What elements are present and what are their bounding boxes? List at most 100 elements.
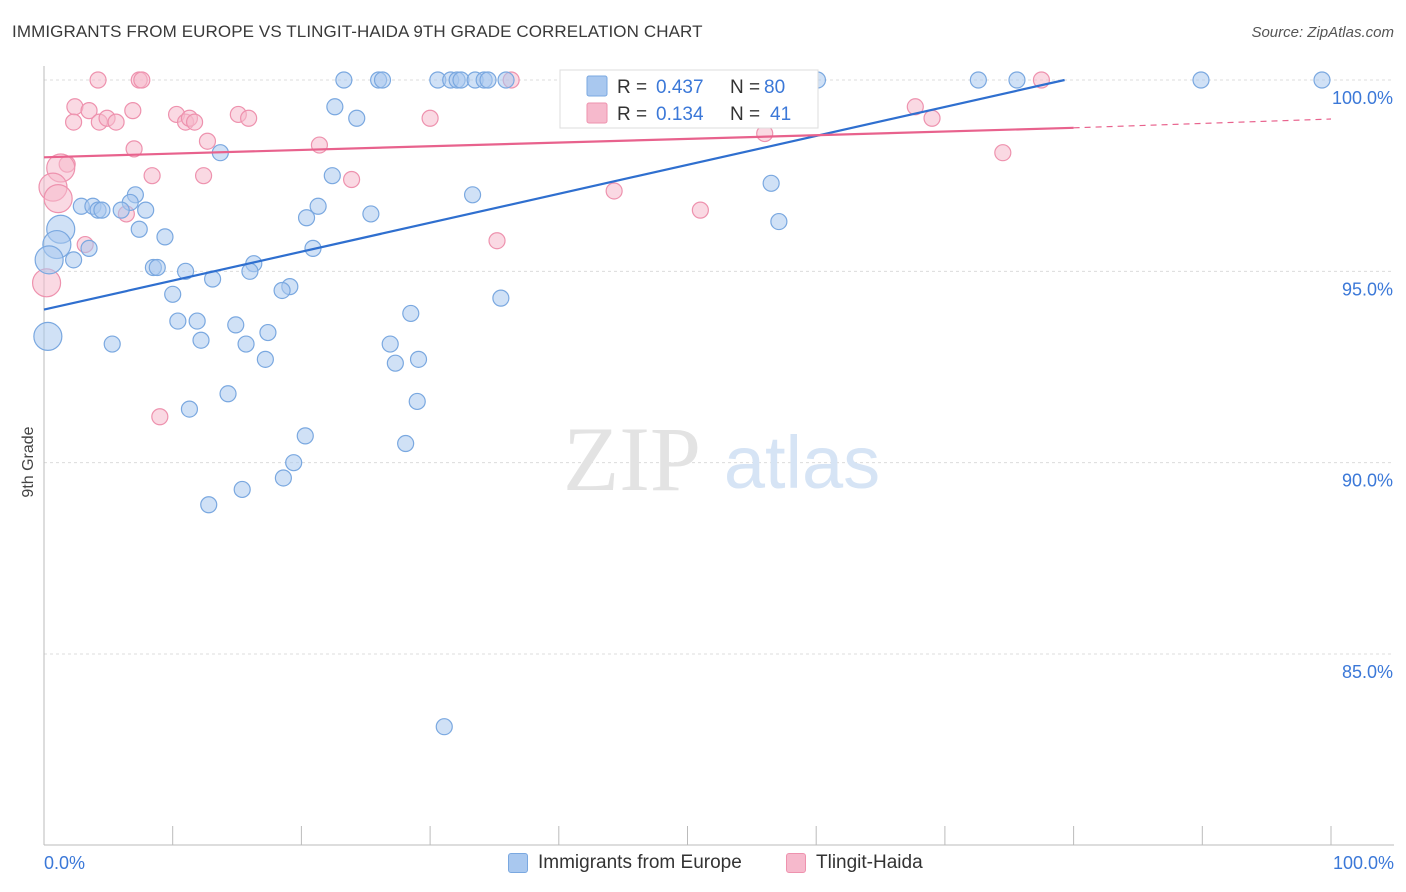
- scatter-point: [164, 285, 182, 303]
- legend-top-n-value-0: 80: [764, 77, 785, 98]
- legend-bottom: Immigrants from Europe Tlingit-Haida: [0, 852, 1406, 878]
- legend-top-r-value-0: 0.437: [656, 77, 704, 98]
- legend-top-swatch-pink: [586, 102, 608, 124]
- watermark-atlas: atlas: [724, 421, 880, 504]
- scatter-point: [259, 323, 277, 342]
- scatter-point: [188, 312, 206, 330]
- scatter-point: [66, 98, 84, 116]
- scatter-point: [335, 71, 353, 89]
- scatter-point: [408, 392, 426, 411]
- scatter-point: [421, 109, 439, 127]
- legend-top-r-value-1: 0.134: [656, 104, 704, 125]
- scatter-point: [323, 167, 341, 185]
- legend-top-n-label-0: N =: [730, 77, 760, 98]
- scatter-point: [488, 232, 506, 250]
- scatter-point: [762, 174, 780, 192]
- scatter-point: [137, 201, 155, 219]
- y-tick-label: 85.0%: [1342, 662, 1393, 682]
- scatter-point: [34, 245, 64, 275]
- scatter-point: [130, 220, 148, 238]
- scatter-point: [237, 335, 255, 353]
- scatter-point: [200, 496, 218, 514]
- scatter-point: [463, 186, 482, 204]
- trend-line-tlingit: [43, 126, 1074, 159]
- y-tick-label: 95.0%: [1342, 279, 1393, 299]
- scatter-point: [180, 400, 199, 418]
- legend-top-r-label-0: R =: [617, 77, 647, 98]
- scatter-point: [691, 201, 709, 219]
- scatter-point: [409, 350, 428, 368]
- x-tick-label-min: 0.0%: [44, 853, 85, 873]
- axes-layer: [43, 66, 1394, 846]
- scatter-point: [1313, 71, 1331, 89]
- scatter-point: [80, 239, 98, 257]
- scatter-point: [219, 385, 237, 403]
- scatter-point: [285, 454, 303, 472]
- x-tick-label-max: 100.0%: [1333, 853, 1394, 873]
- scatter-point: [65, 251, 83, 269]
- scatter-point: [256, 350, 274, 368]
- scatter-point: [397, 434, 415, 453]
- scatter-point: [227, 316, 245, 334]
- scatter-point: [274, 469, 292, 487]
- scatter-point: [198, 132, 217, 150]
- scatter-point: [497, 71, 515, 89]
- scatter-point: [923, 109, 941, 127]
- watermark: ZIP atlas: [563, 408, 880, 510]
- scatter-point: [386, 354, 404, 372]
- scatter-point: [185, 113, 204, 131]
- legend-top-swatch-blue: [586, 75, 608, 97]
- legend-label-tlingit: Tlingit-Haida: [816, 852, 923, 873]
- scatter-point: [156, 228, 174, 246]
- trend-lines: [43, 78, 1332, 311]
- scatter-point: [192, 331, 210, 349]
- grid-layer: [44, 79, 1394, 655]
- scatter-point: [233, 480, 251, 499]
- scatter-point: [273, 281, 291, 300]
- y-tick-label: 100.0%: [1332, 88, 1393, 108]
- europe-points: [33, 71, 1331, 736]
- legend-label-europe: Immigrants from Europe: [538, 852, 742, 873]
- source-label: Source: ZipAtlas.com: [1251, 24, 1394, 41]
- y-tick-labels: 100.0% 95.0% 90.0% 85.0%: [1332, 88, 1393, 682]
- scatter-point: [148, 258, 166, 277]
- scatter-point: [297, 209, 316, 227]
- scatter-point: [151, 408, 169, 426]
- scatter-point: [492, 289, 510, 307]
- legend-swatch-europe: [508, 853, 528, 873]
- scatter-point: [605, 182, 623, 200]
- legend-top-n-label-1: N =: [730, 104, 760, 125]
- scatter-point: [103, 335, 121, 353]
- scatter-point: [112, 201, 130, 219]
- trend-line-tlingit-extension: [1073, 118, 1332, 129]
- scatter-point: [906, 98, 924, 116]
- scatter-point: [362, 205, 380, 223]
- scatter-point: [33, 321, 63, 351]
- legend-top-r-label-1: R =: [617, 104, 647, 125]
- scatter-point: [435, 718, 453, 736]
- legend-item-europe[interactable]: Immigrants from Europe: [508, 852, 742, 874]
- scatter-point: [326, 98, 344, 116]
- y-axis-label: 9th Grade: [20, 426, 37, 497]
- scatter-point: [342, 170, 361, 189]
- scatter-point: [143, 167, 161, 185]
- scatter-point: [770, 212, 788, 231]
- scatter-point: [194, 167, 213, 185]
- scatter-point: [241, 262, 259, 280]
- scatter-point: [348, 109, 366, 127]
- legend-item-tlingit[interactable]: Tlingit-Haida: [786, 852, 923, 874]
- scatter-point: [1192, 71, 1210, 89]
- scatter-point: [107, 113, 125, 131]
- tlingit-haida-points: [31, 71, 1051, 426]
- scatter-point: [93, 201, 111, 219]
- scatter-point: [176, 262, 195, 280]
- scatter-point: [479, 71, 497, 89]
- scatter-point: [133, 71, 151, 89]
- scatter-point: [994, 144, 1012, 162]
- scatter-point: [65, 113, 83, 131]
- legend-top-n-value-1: 41: [770, 104, 791, 125]
- scatter-point: [402, 304, 420, 323]
- watermark-zip: ZIP: [563, 408, 701, 510]
- scatter-point: [373, 71, 392, 89]
